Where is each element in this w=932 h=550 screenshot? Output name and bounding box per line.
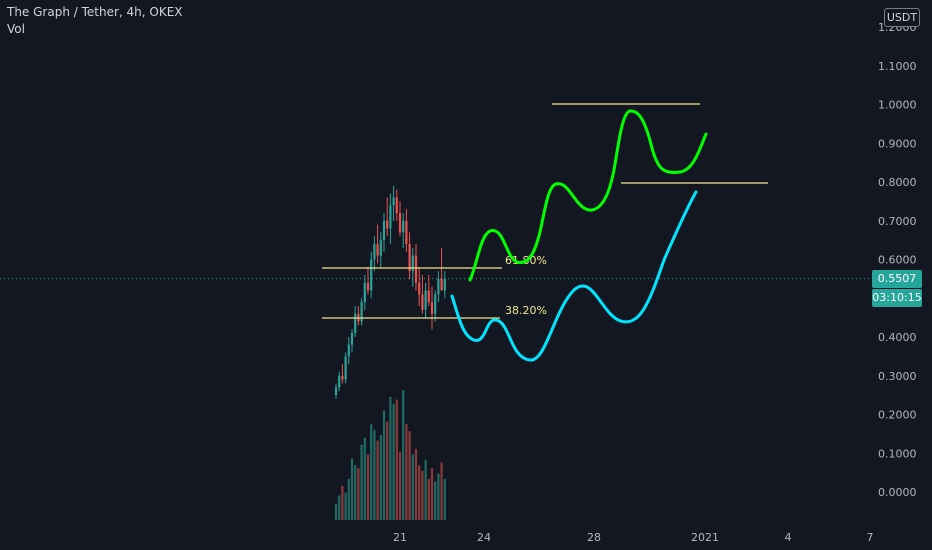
candle-body <box>350 333 354 345</box>
candle-body <box>347 344 350 357</box>
price-axis-tick: 0.3000 <box>878 370 917 383</box>
candle-body <box>398 213 402 233</box>
volume-bar <box>443 478 446 520</box>
volume-bar <box>414 448 418 520</box>
volume-bar <box>418 465 421 520</box>
projected-path-green <box>468 109 708 282</box>
volume-bar <box>363 437 366 520</box>
volume-bar <box>434 481 437 520</box>
candle-body <box>354 313 357 334</box>
price-axis-tick: 0.9000 <box>878 137 917 150</box>
volume-bar <box>334 503 338 520</box>
candle-body <box>360 302 363 322</box>
volume-bar <box>382 410 386 520</box>
volume-bar <box>405 424 408 520</box>
volume-bar <box>437 473 440 520</box>
volume-bar <box>398 451 402 520</box>
volume-bar <box>354 465 357 520</box>
symbol-title: The Graph / Tether, 4h, OKEX <box>7 5 183 19</box>
fib-label: 38.20% <box>505 304 547 317</box>
volume-bar <box>350 458 354 520</box>
price-axis-tick: 1.0000 <box>878 99 917 112</box>
candle-body <box>341 375 344 380</box>
price-axis-tick: 0.8000 <box>878 176 917 189</box>
candle-body <box>386 220 389 229</box>
candle-body <box>408 244 411 272</box>
volume-bar <box>430 468 434 520</box>
volume-bar <box>411 454 414 520</box>
volume-bar <box>373 429 376 520</box>
volume-bar <box>344 492 347 520</box>
volume-bar <box>370 424 373 520</box>
time-axis-tick: 21 <box>393 531 407 544</box>
volume-bar <box>379 435 382 520</box>
last-price-badge: 0.5507 <box>872 269 922 288</box>
candle-body <box>395 197 398 213</box>
volume-bar <box>386 421 389 520</box>
volume-bar <box>392 403 395 520</box>
candle-body <box>382 220 386 241</box>
bar-countdown-badge: 03:10:15 <box>872 288 922 307</box>
candle-body <box>402 220 405 233</box>
volume-bar <box>360 444 363 520</box>
candle-body <box>405 220 408 244</box>
candle-body <box>418 282 421 295</box>
candle-body <box>392 197 395 206</box>
candle-body <box>440 278 443 291</box>
volume-bar <box>402 390 405 520</box>
volume-bar <box>395 399 398 520</box>
volume-bar <box>376 440 379 520</box>
price-axis-tick: 0.2000 <box>878 409 917 422</box>
price-axis-tick: 0.1000 <box>878 447 917 460</box>
candle-body <box>344 356 347 380</box>
volume-bar <box>347 478 350 520</box>
volume-bar <box>424 459 427 520</box>
time-axis-tick: 24 <box>477 531 491 544</box>
candle-body <box>334 387 338 396</box>
candle-body <box>366 282 370 291</box>
volume-bar <box>421 470 424 520</box>
chart-legend: The Graph / Tether, 4h, OKEX Vol <box>7 4 183 38</box>
time-axis-tick: 4 <box>785 531 792 544</box>
price-axis-tick: 0.7000 <box>878 215 917 228</box>
candle-body <box>376 244 379 256</box>
volume-bar <box>338 495 341 520</box>
volume-bar <box>427 478 430 520</box>
time-axis-tick: 2021 <box>691 531 719 544</box>
candle-body <box>437 278 440 295</box>
projected-path-cyan <box>450 190 698 362</box>
volume-bar <box>408 431 411 520</box>
candle-body <box>427 290 430 303</box>
time-axis-tick: 7 <box>867 531 874 544</box>
candle-body <box>373 244 376 260</box>
volume-bar <box>389 396 392 520</box>
time-axis-tick: 28 <box>587 531 601 544</box>
price-axis-tick: 0.4000 <box>878 331 917 344</box>
candle-body <box>443 278 446 291</box>
price-axis-tick: 0.6000 <box>878 254 917 267</box>
candle-body <box>370 259 373 291</box>
candle-body <box>389 205 392 229</box>
currency-button[interactable]: USDT <box>884 8 920 27</box>
volume-bar <box>440 462 443 520</box>
volume-bar <box>357 468 360 520</box>
volume-bar <box>341 485 344 520</box>
candle-body <box>430 302 434 314</box>
candle-body <box>363 282 366 303</box>
candle-body <box>411 255 414 272</box>
price-axis-tick: 1.1000 <box>878 60 917 73</box>
price-axis-tick: 0.0000 <box>878 486 917 499</box>
candle-body <box>338 375 341 388</box>
candle-body <box>379 240 382 256</box>
volume-indicator-label: Vol <box>7 22 25 36</box>
candle-body <box>434 294 437 314</box>
candle-body <box>421 294 424 310</box>
volume-bar <box>366 454 370 520</box>
candle-body <box>424 290 427 310</box>
candle-body <box>414 255 418 283</box>
